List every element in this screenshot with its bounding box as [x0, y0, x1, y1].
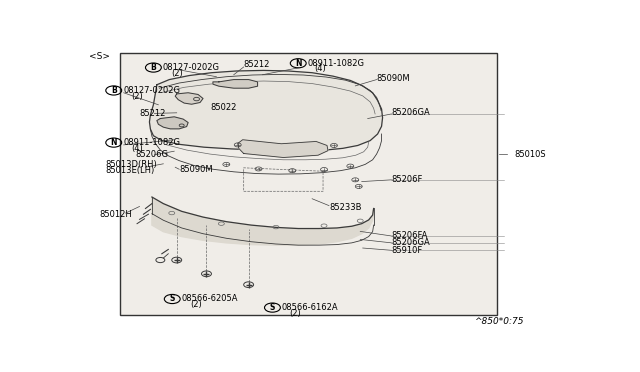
Text: ^850*0:75: ^850*0:75 [474, 317, 524, 326]
Text: B: B [111, 86, 116, 95]
Text: 85206GA: 85206GA [392, 108, 430, 117]
Text: S: S [170, 295, 175, 304]
Text: 85013E(LH): 85013E(LH) [106, 166, 155, 174]
Text: 08127-0202G: 08127-0202G [124, 86, 180, 95]
Text: 85206FA: 85206FA [392, 231, 428, 240]
Text: N: N [111, 138, 117, 147]
Text: (2): (2) [289, 309, 301, 318]
Text: 85012H: 85012H [100, 210, 132, 219]
Text: 85013D(RH): 85013D(RH) [106, 160, 157, 169]
Text: B: B [150, 63, 156, 72]
Polygon shape [157, 117, 188, 129]
Text: 85212: 85212 [140, 109, 166, 118]
Text: 85090M: 85090M [376, 74, 410, 83]
Polygon shape [150, 70, 383, 151]
Text: 85022: 85022 [210, 103, 236, 112]
Text: (2): (2) [131, 92, 143, 101]
Text: S: S [270, 303, 275, 312]
Text: 85090M: 85090M [179, 165, 213, 174]
Text: 85233B: 85233B [329, 203, 362, 212]
Text: 85206F: 85206F [392, 175, 423, 184]
Text: 08911-1082G: 08911-1082G [124, 138, 180, 147]
Text: (4): (4) [131, 144, 143, 153]
Text: 85010S: 85010S [514, 150, 546, 158]
Text: 85206G: 85206G [136, 150, 168, 160]
Polygon shape [213, 80, 257, 88]
Text: 08127-0202G: 08127-0202G [163, 63, 220, 72]
Text: N: N [295, 59, 301, 68]
Text: 85910F: 85910F [392, 246, 423, 255]
Polygon shape [237, 140, 328, 157]
Text: (4): (4) [314, 64, 326, 74]
Text: 08566-6205A: 08566-6205A [182, 295, 238, 304]
Text: 08911-1082G: 08911-1082G [307, 59, 364, 68]
Polygon shape [175, 93, 203, 104]
Text: 08566-6162A: 08566-6162A [282, 303, 339, 312]
Text: (2): (2) [171, 69, 182, 78]
Text: 85206GA: 85206GA [392, 238, 430, 247]
Text: <S>: <S> [89, 52, 110, 61]
Bar [120, 53, 497, 315]
Text: 85212: 85212 [244, 60, 270, 69]
Polygon shape [152, 197, 374, 245]
Text: (2): (2) [190, 300, 202, 309]
